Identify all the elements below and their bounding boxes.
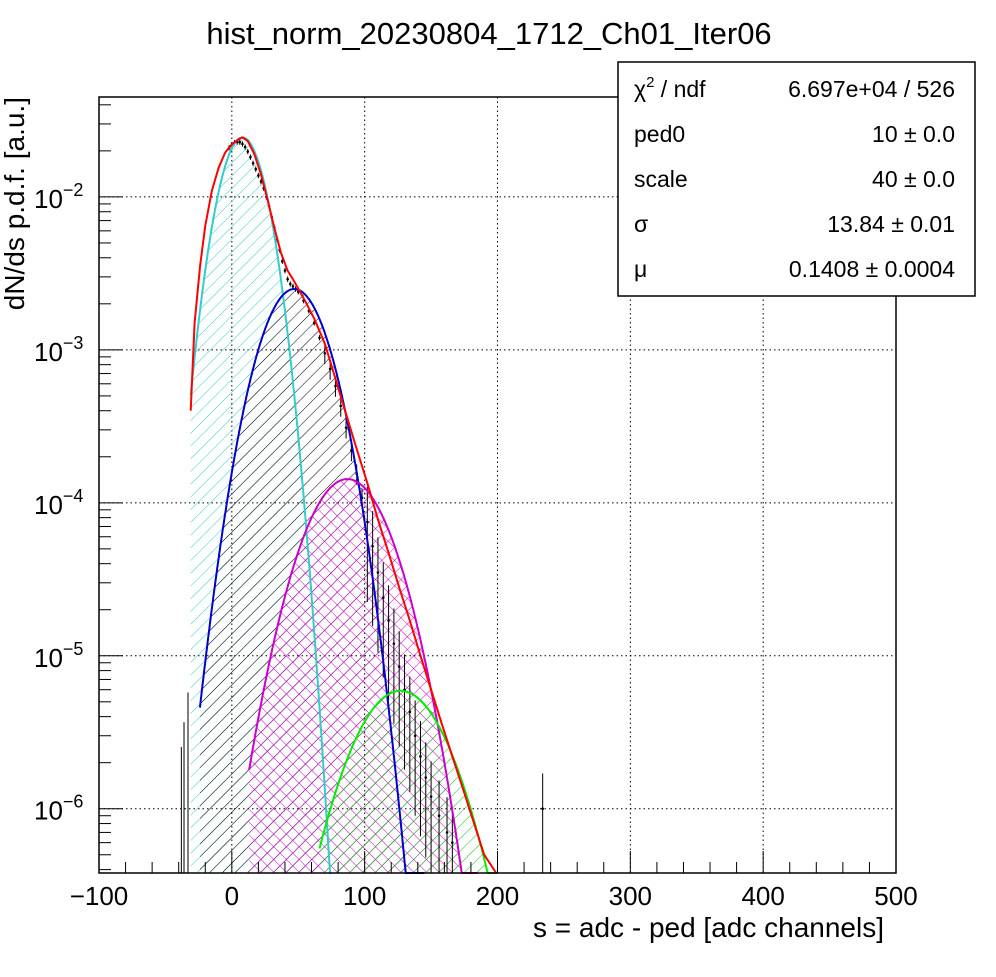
x-tick-label: 100: [343, 881, 386, 911]
data-point: [334, 384, 337, 388]
stats-frame: [617, 61, 976, 297]
data-point: [251, 161, 255, 165]
data-point: [387, 619, 390, 622]
stats-value: 40 ± 0.0: [872, 166, 955, 192]
data-point: [408, 710, 412, 714]
data-point: [413, 734, 417, 738]
x-tick-label: 0: [225, 881, 239, 911]
stats-name: χ2 / ndf: [634, 74, 706, 102]
data-point: [288, 282, 292, 286]
data-point: [419, 755, 422, 758]
y-tick-label: 10−2: [34, 180, 83, 214]
pe1-curve: [199, 288, 425, 874]
data-point: [246, 150, 250, 153]
stats-name: μ: [634, 256, 647, 282]
data-point: [328, 367, 332, 371]
y-tick-label: 10−3: [34, 333, 83, 367]
data-series: [180, 139, 544, 873]
x-tick-label: 400: [741, 881, 784, 911]
stats-value: 10 ± 0.0: [872, 121, 955, 147]
y-axis-label: dN/ds p.d.f. [a.u.]: [0, 97, 30, 310]
data-point: [243, 145, 247, 149]
chart-title: hist_norm_20230804_1712_Ch01_Iter06: [206, 16, 771, 51]
x-axis-label: s = adc - ped [adc channels]: [533, 912, 884, 943]
x-tick-label: 200: [476, 881, 519, 911]
x-tick-label: 300: [609, 881, 652, 911]
component-fills: [190, 137, 498, 873]
axes: −100 0 100 200 300 400 500 10−6 10−5 10−4 10−3 10−2: [34, 104, 918, 911]
total-fit-curve: [189, 136, 498, 874]
stats-value: 0.1408 ± 0.0004: [789, 256, 955, 282]
stats-name: σ: [634, 211, 648, 237]
data-point: [249, 155, 252, 159]
pe2-curve: [248, 478, 478, 874]
data-point: [238, 140, 242, 144]
data-point: [291, 285, 295, 288]
data-point: [445, 831, 449, 834]
stats-value: 13.84 ± 0.01: [827, 211, 955, 237]
data-point: [286, 277, 289, 281]
data-point: [376, 571, 380, 574]
stats-name: scale: [634, 166, 688, 192]
data-point: [392, 642, 396, 645]
x-tick-label: 500: [874, 881, 917, 911]
data-point: [381, 596, 385, 599]
data-point: [254, 167, 258, 171]
data-point: [451, 841, 454, 844]
fit-curves: [189, 136, 498, 874]
pe0-curve: [189, 136, 332, 874]
data-point: [318, 336, 321, 340]
pe3-curve: [318, 689, 498, 874]
data-point: [283, 269, 287, 272]
data-point: [257, 174, 260, 177]
data-point: [429, 795, 433, 798]
data-point: [344, 426, 348, 429]
data-point: [541, 807, 544, 811]
stats-name: ped0: [634, 121, 685, 147]
y-tick-label: 10−6: [34, 792, 83, 826]
data-point: [397, 665, 401, 668]
y-tick-label: 10−5: [34, 639, 83, 673]
pe3-fill: [319, 690, 498, 873]
data-point: [366, 520, 369, 524]
data-point: [437, 814, 441, 818]
stats-box: χ2 / ndf 6.697e+04 / 526 ped0 10 ± 0.0 scale…: [617, 61, 976, 297]
data-point: [424, 776, 428, 779]
data-point: [241, 142, 244, 146]
data-point: [323, 351, 327, 355]
data-point: [371, 544, 374, 548]
data-point: [339, 404, 343, 408]
x-tick-label: −100: [70, 881, 129, 911]
stats-value: 6.697e+04 / 526: [788, 76, 955, 102]
y-tick-label: 10−4: [34, 486, 83, 520]
